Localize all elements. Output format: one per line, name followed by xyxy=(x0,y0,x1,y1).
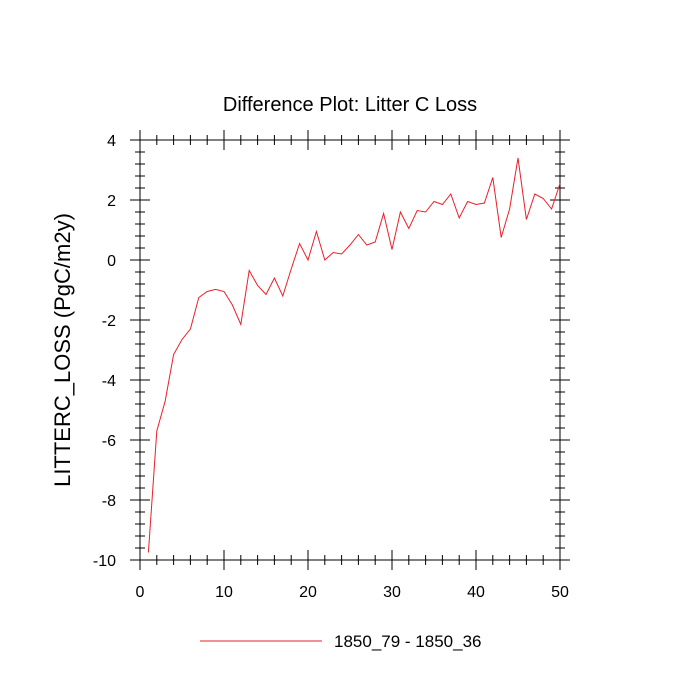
y-axis-label: LITTERC_LOSS (PgC/m2y) xyxy=(50,213,75,487)
x-tick-label: 40 xyxy=(467,584,485,601)
legend: 1850_79 - 1850_36 xyxy=(200,632,481,651)
x-tick-label: 10 xyxy=(215,584,233,601)
series-layer xyxy=(147,157,561,553)
y-tick-label: 2 xyxy=(107,193,116,210)
y-tick-label: -6 xyxy=(102,433,116,450)
y-tick-label: -4 xyxy=(102,373,116,390)
chart-title: Difference Plot: Litter C Loss xyxy=(223,94,477,116)
x-tick-label: 20 xyxy=(299,584,317,601)
axis-ticks xyxy=(130,130,570,570)
legend-label: 1850_79 - 1850_36 xyxy=(334,632,481,651)
y-tick-label: 0 xyxy=(107,253,116,270)
y-tick-label: 4 xyxy=(107,133,116,150)
y-tick-label: -2 xyxy=(102,313,116,330)
tick-labels: 0 10 20 30 40 50 -10 -8 -6 -4 -2 0 2 4 xyxy=(93,133,569,601)
series-line-0 xyxy=(147,157,561,553)
x-tick-label: 0 xyxy=(136,584,145,601)
y-tick-label: -10 xyxy=(93,553,116,570)
x-tick-label: 30 xyxy=(383,584,401,601)
x-tick-label: 50 xyxy=(551,584,569,601)
plot-frame xyxy=(139,139,561,561)
y-tick-label: -8 xyxy=(102,493,116,510)
